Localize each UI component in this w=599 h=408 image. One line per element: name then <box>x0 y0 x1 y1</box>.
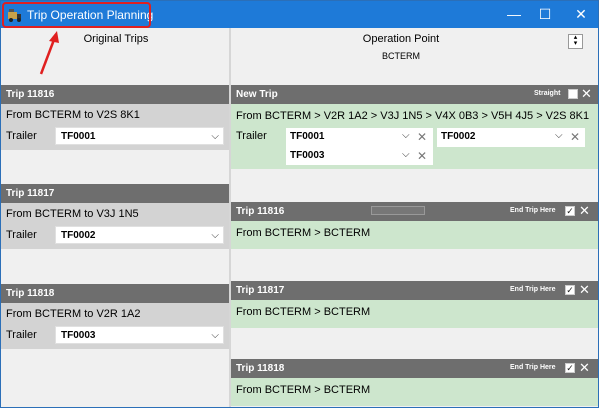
checkbox-checked-icon[interactable]: ✓ <box>565 206 575 216</box>
minimize-button[interactable]: — <box>507 6 521 22</box>
chevron-down-icon: ⌵ <box>211 230 219 241</box>
trailer-assignment-box: TF0001 ⌵ ✕ TF0003 ⌵ ✕ <box>286 128 433 165</box>
trip-route: From BCTERM > BCTERM <box>236 227 371 239</box>
trip-header: Trip 11818 End Trip Here ✓ ✕ <box>231 359 598 378</box>
trailer-label: Trailer <box>6 229 37 241</box>
trailer-select[interactable]: TF0002 ⌵ <box>55 226 224 244</box>
chevron-down-icon[interactable]: ⌵ <box>402 130 410 141</box>
straight-label: Straight <box>534 90 561 97</box>
original-trip-header: Trip 11818 <box>1 284 229 303</box>
trailer-tag: TF0001 <box>290 131 325 142</box>
trailer-label: Trailer <box>6 130 37 142</box>
trip-body: From BCTERM > BCTERM <box>231 221 598 249</box>
spinner-icon[interactable]: ▴ ▾ <box>568 34 583 49</box>
close-icon[interactable]: ✕ <box>581 86 592 101</box>
checkbox-checked-icon[interactable]: ✓ <box>565 285 575 295</box>
original-trip-body: From BCTERM to V2S 8K1 Trailer TF0001 ⌵ <box>1 104 229 150</box>
close-button[interactable]: ✕ <box>575 6 587 22</box>
trip-body: From BCTERM > BCTERM <box>231 300 598 328</box>
original-trips-pane: Original Trips Trip 11816 From BCTERM to… <box>1 28 229 407</box>
progress-bar <box>371 206 425 215</box>
straight-checkbox[interactable] <box>568 89 578 99</box>
chevron-down-icon: ⌵ <box>211 330 219 341</box>
original-trip-header: Trip 11817 <box>1 184 229 203</box>
window-title: Trip Operation Planning <box>27 8 154 22</box>
original-trip-body: From BCTERM to V2R 1A2 Trailer TF0003 ⌵ <box>1 303 229 349</box>
close-icon[interactable]: ✕ <box>579 282 590 297</box>
original-trip-body: From BCTERM to V3J 1N5 Trailer TF0002 ⌵ <box>1 203 229 249</box>
trailer-label: Trailer <box>236 130 267 142</box>
trip-header: Trip 11816 End Trip Here ✓ ✕ <box>231 202 598 221</box>
end-trip-label: End Trip Here <box>510 364 556 371</box>
truck-icon <box>8 9 21 22</box>
chevron-down-icon[interactable]: ⌵ <box>555 130 563 141</box>
trailer-select-value: TF0002 <box>61 230 96 241</box>
chevron-down-icon: ⌵ <box>211 131 219 142</box>
maximize-button[interactable]: ☐ <box>538 6 552 22</box>
original-trips-header: Original Trips <box>83 33 149 45</box>
operation-point-header: Operation Point <box>362 33 440 45</box>
trip-route: From BCTERM > BCTERM <box>236 384 371 396</box>
trailer-select-value: TF0001 <box>61 131 96 142</box>
end-trip-label: End Trip Here <box>510 286 556 293</box>
trailer-tag: TF0003 <box>290 150 325 161</box>
original-trip-header: Trip 11816 <box>1 85 229 104</box>
trailer-tag: TF0002 <box>441 131 476 142</box>
trip-route: From BCTERM to V3J 1N5 <box>6 208 139 220</box>
title-highlight-box <box>2 2 151 28</box>
trailer-assignment-box: TF0002 ⌵ ✕ <box>437 128 585 147</box>
close-icon[interactable]: ✕ <box>417 149 428 163</box>
trip-title: Trip 11816 <box>236 206 285 217</box>
trip-route: From BCTERM > BCTERM <box>236 306 371 318</box>
new-trip-route: From BCTERM > V2R 1A2 > V3J 1N5 > V4X 0B… <box>236 110 590 122</box>
close-icon[interactable]: ✕ <box>579 360 590 375</box>
trip-route: From BCTERM to V2S 8K1 <box>6 109 140 121</box>
new-trip-body: From BCTERM > V2R 1A2 > V3J 1N5 > V4X 0B… <box>231 104 598 169</box>
trip-title: Trip 11818 <box>236 363 285 374</box>
trailer-select[interactable]: TF0003 ⌵ <box>55 326 224 344</box>
checkbox-checked-icon[interactable]: ✓ <box>565 363 575 373</box>
title-bar[interactable]: Trip Operation Planning — ☐ ✕ <box>1 1 598 28</box>
pane-divider[interactable] <box>229 28 231 407</box>
trailer-select-value: TF0003 <box>61 330 96 341</box>
chevron-down-icon[interactable]: ⌵ <box>402 149 410 160</box>
red-arrow-icon <box>39 31 59 75</box>
trip-header: Trip 11817 End Trip Here ✓ ✕ <box>231 281 598 300</box>
trailer-select[interactable]: TF0001 ⌵ <box>55 127 224 145</box>
trip-body: From BCTERM > BCTERM <box>231 378 598 406</box>
close-icon[interactable]: ✕ <box>417 130 428 144</box>
close-icon[interactable]: ✕ <box>570 130 581 144</box>
trip-title: Trip 11817 <box>236 285 285 296</box>
new-trip-header: New Trip Straight ✕ <box>231 85 598 104</box>
new-trip-title: New Trip <box>236 89 278 100</box>
operation-point-value: BCTERM <box>382 51 420 61</box>
close-icon[interactable]: ✕ <box>579 203 590 218</box>
trailer-label: Trailer <box>6 329 37 341</box>
operation-point-pane: Operation Point BCTERM ▴ ▾ New Trip Strai… <box>231 28 598 407</box>
end-trip-label: End Trip Here <box>510 207 556 214</box>
trip-route: From BCTERM to V2R 1A2 <box>6 308 141 320</box>
